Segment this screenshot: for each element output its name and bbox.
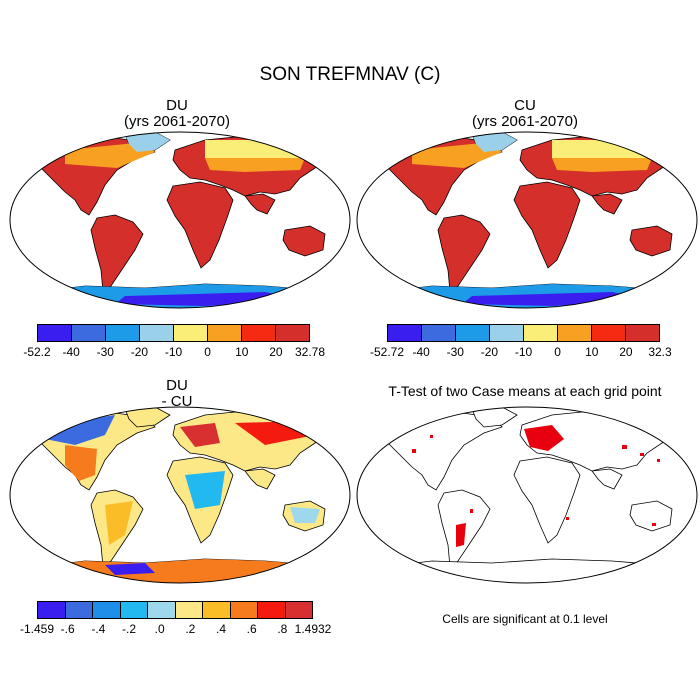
- du-case-name: DU: [166, 97, 188, 114]
- diff-colorbar-tick-label: .0: [154, 622, 165, 636]
- cu-colorbar-swatch: [592, 325, 626, 341]
- du-colorbar-tick-label: 20: [269, 345, 283, 359]
- diff-colorbar-tick-label: .2: [185, 622, 196, 636]
- cu-colorbar-swatch: [626, 325, 659, 341]
- cu-colorbar-tick-label: -30: [446, 345, 464, 359]
- du-colorbar: [37, 324, 310, 342]
- du-colorbar-swatch: [174, 325, 208, 341]
- du-colorbar-tick-label: 0: [204, 345, 211, 359]
- du-colorbar-swatch: [208, 325, 242, 341]
- du-colorbar-tick-label: -10: [164, 345, 183, 359]
- du-colorbar-tick-label: 32.78: [294, 345, 326, 359]
- diff-colorbar-swatch: [148, 602, 176, 618]
- cu-colorbar-swatch: [558, 325, 592, 341]
- du-colorbar-swatch: [276, 325, 309, 341]
- cu-colorbar-swatch: [422, 325, 456, 341]
- significant-region-europe: [524, 425, 564, 451]
- diff-panel-title: DU - CU: [77, 378, 277, 410]
- cu-colorbar-tick-label: -40: [412, 345, 430, 359]
- cu-colorbar-swatch: [524, 325, 558, 341]
- du-colorbar-ticks: -52.2 -40 -30 -20 -10 0 10 20 32.78: [23, 345, 325, 361]
- cu-colorbar-tick-label: 32.3: [648, 345, 672, 359]
- du-colorbar-tick-label: -20: [130, 345, 149, 359]
- cu-colorbar-tick-label: -10: [514, 345, 533, 359]
- du-colorbar-tick-label: -40: [62, 345, 80, 359]
- cu-colorbar-tick-label: -20: [480, 345, 499, 359]
- ttest-map: [356, 406, 698, 584]
- du-colorbar-tick-label: -30: [96, 345, 114, 359]
- diff-colorbar-swatch: [230, 602, 258, 618]
- cu-panel-title: CU (yrs 2061-2070): [425, 98, 625, 130]
- diff-colorbar-swatch: [38, 602, 66, 618]
- ttest-title: T-Test of two Case means at each grid po…: [388, 383, 662, 399]
- cu-colorbar-tick-label: 10: [585, 345, 599, 359]
- du-colorbar-swatch: [72, 325, 106, 341]
- significance-note: Cells are significant at 0.1 level: [442, 612, 608, 626]
- diff-colorbar: [37, 601, 313, 619]
- diff-colorbar-ticks: -1.459 -.6 -.4 -.2 .0 .2 .4 .6 .8 1.4932: [20, 622, 331, 638]
- du-colorbar-swatch: [38, 325, 72, 341]
- diff-colorbar-tick-label: .4: [215, 622, 227, 636]
- diff-colorbar-tick-label: -.6: [60, 622, 75, 636]
- diff-colorbar-swatch: [120, 602, 148, 618]
- cu-colorbar-swatch: [490, 325, 524, 341]
- du-colorbar-tick-label: 10: [235, 345, 249, 359]
- difference-map: [9, 406, 351, 584]
- du-colorbar-tick-label: -52.2: [23, 345, 51, 359]
- cu-colorbar-tick-label: 0: [554, 345, 561, 359]
- du-map: [9, 131, 351, 309]
- diff-colorbar-tick-label: .8: [277, 622, 288, 636]
- cu-colorbar-tick-label: 20: [619, 345, 633, 359]
- cu-years: (yrs 2061-2070): [472, 113, 578, 130]
- figure-title: SON TREFMNAV (C): [259, 64, 441, 85]
- cu-map: [356, 131, 698, 309]
- diff-colorbar-tick-label: -1.459: [19, 622, 55, 636]
- diff-colorbar-tick-label: 1.4932: [294, 622, 332, 636]
- diff-colorbar-swatch: [203, 602, 231, 618]
- cu-colorbar: [387, 324, 660, 342]
- du-colorbar-swatch: [106, 325, 140, 341]
- cu-colorbar-swatch: [456, 325, 490, 341]
- cu-colorbar-ticks: -52.72 -40 -30 -20 -10 0 10 20 32.3: [370, 345, 672, 361]
- cu-case-name: CU: [514, 97, 536, 114]
- diff-colorbar-tick-label: -.2: [121, 622, 137, 636]
- diff-subtitle: - CU: [161, 393, 193, 410]
- diff-colorbar-swatch: [258, 602, 286, 618]
- cu-colorbar-swatch: [388, 325, 422, 341]
- diff-colorbar-swatch: [175, 602, 203, 618]
- diff-colorbar-swatch: [65, 602, 93, 618]
- du-years: (yrs 2061-2070): [124, 113, 230, 130]
- du-panel-title: DU (yrs 2061-2070): [77, 98, 277, 130]
- cu-colorbar-tick-label: -52.72: [369, 345, 405, 359]
- diff-colorbar-swatch: [285, 602, 312, 618]
- du-colorbar-swatch: [140, 325, 174, 341]
- diff-colorbar-swatch: [93, 602, 121, 618]
- diff-case-name: DU: [166, 377, 188, 394]
- diff-colorbar-tick-label: .6: [246, 622, 257, 636]
- du-colorbar-swatch: [242, 325, 276, 341]
- diff-colorbar-tick-label: -.4: [91, 622, 106, 636]
